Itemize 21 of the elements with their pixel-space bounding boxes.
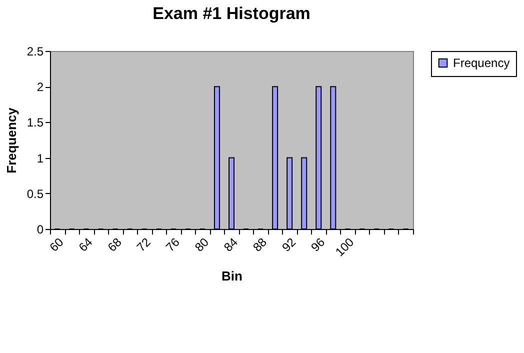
x-tick-label: 72	[134, 234, 154, 254]
x-tick-label: 92	[279, 234, 299, 254]
x-tick-label: 80	[192, 234, 212, 254]
y-tick-label: 1	[36, 151, 44, 166]
x-tick-label: 64	[76, 234, 96, 254]
x-tick-label: 84	[221, 234, 241, 254]
y-tick-label: 2	[36, 80, 44, 94]
x-tick-label: 88	[250, 234, 270, 254]
x-tick-label: 60	[46, 234, 66, 254]
x-tick-label: 96	[308, 234, 328, 254]
y-tick-label: 1.5	[26, 116, 44, 130]
x-tick-label: 68	[104, 234, 125, 254]
x-axis-title: Bin	[222, 268, 243, 284]
chart-title: Exam #1 Histogram	[152, 4, 310, 23]
x-tick-label: 76	[163, 234, 183, 254]
y-tick-label: 0	[36, 222, 44, 236]
y-tick-label: 2.5	[26, 44, 44, 58]
y-tick-label: 0.5	[26, 186, 44, 201]
y-axis-title: Frequency	[4, 106, 19, 174]
x-tick-label: 100	[332, 234, 357, 260]
legend-label: Frequency	[453, 56, 510, 70]
